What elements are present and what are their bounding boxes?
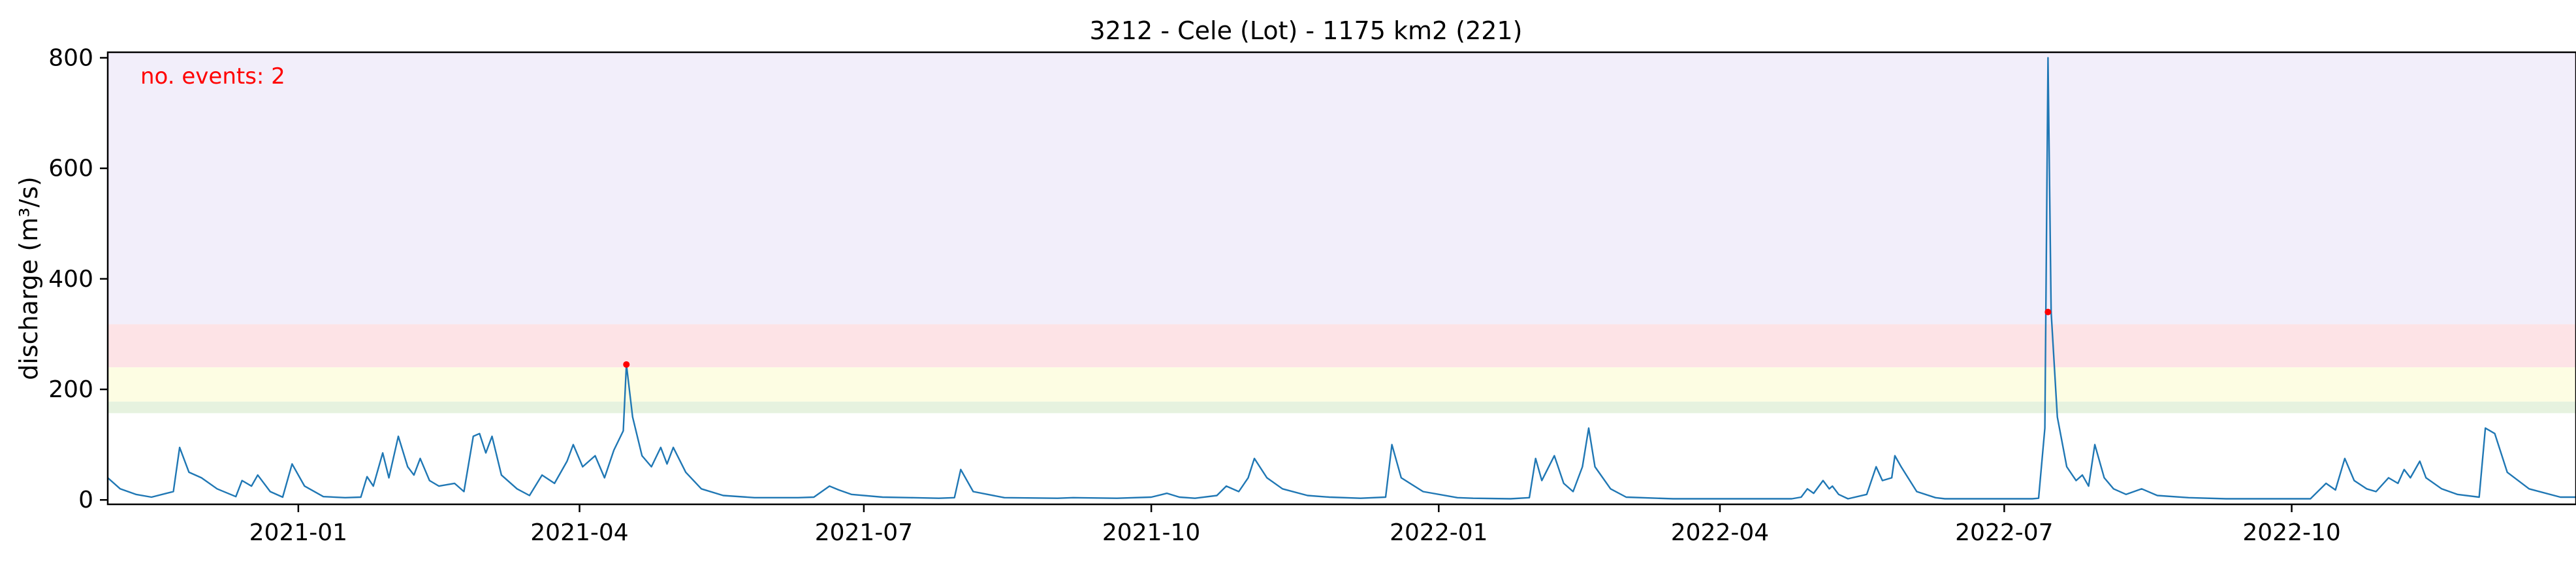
- x-tick-label: 2022-04: [1671, 519, 1769, 546]
- x-axis: 2021-01 2021-04 2021-07 2021-10 2022-01 2022-…: [249, 504, 2341, 546]
- x-tick-label: 2021-01: [249, 519, 347, 546]
- x-tick-label: 2022-10: [2242, 519, 2340, 546]
- band-level-4: [108, 52, 2576, 325]
- y-axis: 0 200 400 600 800: [48, 44, 108, 513]
- y-tick-label: 0: [78, 487, 93, 513]
- series-layer: [107, 57, 2576, 500]
- events-count-annotation: no. events: 2: [140, 63, 285, 89]
- y-tick-label: 600: [48, 155, 93, 182]
- y-tick-label: 800: [48, 44, 93, 71]
- y-tick-label: 400: [48, 266, 93, 293]
- band-level-2: [108, 367, 2576, 402]
- x-tick-label: 2021-10: [1102, 519, 1200, 546]
- band-level-3: [108, 324, 2576, 368]
- event-marker-1: [623, 361, 630, 368]
- event-marker-2: [2044, 308, 2052, 316]
- discharge-series-line: [107, 57, 2576, 500]
- threshold-bands: [108, 52, 2576, 414]
- band-level-1: [108, 401, 2576, 414]
- y-axis-label: discharge (m³/s): [14, 176, 43, 380]
- chart-title: 3212 - Cele (Lot) - 1175 km2 (221): [1090, 16, 1523, 45]
- x-tick-label: 2022-07: [1955, 519, 2053, 546]
- x-tick-label: 2022-01: [1390, 519, 1487, 546]
- x-tick-label: 2021-04: [530, 519, 628, 546]
- x-tick-label: 2021-07: [815, 519, 913, 546]
- y-tick-label: 200: [48, 376, 93, 403]
- event-markers: [623, 308, 2052, 368]
